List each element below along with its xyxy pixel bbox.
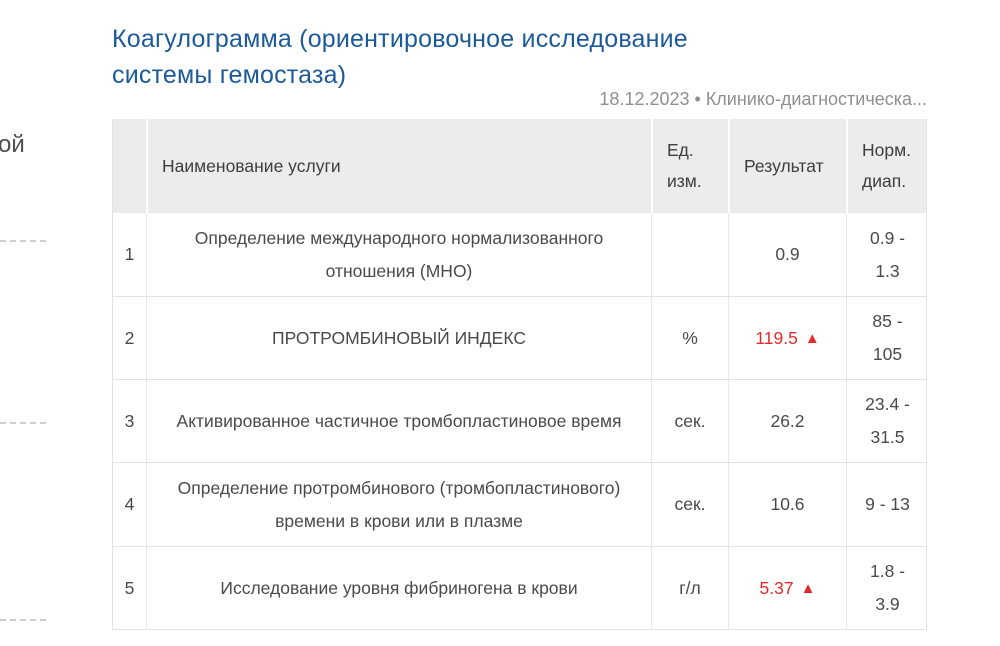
cell-service-name: Определение международного нормализованн…: [146, 213, 651, 296]
page-title: Коагулограмма (ориентировочное исследова…: [112, 25, 688, 89]
table-header-row: Наименование услуги Ед. изм. Результат Н…: [113, 119, 926, 213]
cell-reference-range: 1.8 - 3.9: [846, 547, 928, 629]
cell-service-name: Активированное частичное тромбопластинов…: [146, 380, 651, 462]
header-cell-unit: Ед. изм.: [651, 119, 728, 213]
left-dashed-divider: [0, 240, 46, 242]
result-value: 5.37: [759, 577, 794, 598]
result-value: 119.5: [755, 327, 798, 348]
cell-row-number: 2: [124, 327, 135, 348]
header-cell-result: Результат: [728, 119, 846, 213]
cell-unit: г/л: [651, 547, 728, 629]
high-value-icon: ▲: [804, 329, 820, 347]
table-row: 2 ПРОТРОМБИНОВЫЙ ИНДЕКС % 119.5 ▲ 85 - 1…: [113, 297, 926, 380]
cell-reference-range: 85 - 105: [846, 297, 928, 379]
table-row: 4 Определение протромбинового (тромбопла…: [113, 463, 926, 547]
header-cell-reference-range: Норм. диап.: [846, 119, 928, 213]
cell-row-number: 5: [124, 577, 135, 598]
table-row: 3 Активированное частичное тромбопластин…: [113, 380, 926, 463]
table-row: 1 Определение международного нормализова…: [113, 213, 926, 297]
cell-result: 10.6: [728, 463, 846, 546]
cell-reference-range: 9 - 13: [846, 463, 928, 546]
result-value: 10.6: [770, 494, 805, 514]
cell-unit: [651, 213, 728, 296]
header-cell-number: [113, 119, 146, 213]
cell-service-name: Определение протромбинового (тромбопласт…: [146, 463, 651, 546]
cell-unit: сек.: [651, 463, 728, 546]
clipped-underlying-text: ой: [0, 131, 25, 158]
high-value-icon: ▲: [800, 579, 816, 597]
result-value: 26.2: [770, 410, 805, 431]
report-date-and-lab: 18.12.2023 • Клинико-диагностическа...: [599, 89, 927, 109]
cell-result: 26.2: [728, 380, 846, 462]
cell-reference-range: 0.9 - 1.3: [846, 213, 928, 296]
result-value: 0.9: [775, 244, 800, 264]
cell-result: 5.37 ▲: [728, 547, 846, 629]
cell-unit: сек.: [651, 380, 728, 462]
cell-result: 0.9: [728, 213, 846, 296]
table-row: 5 Исследование уровня фибриногена в кров…: [113, 547, 926, 630]
cell-service-name: Исследование уровня фибриногена в крови: [146, 547, 651, 629]
cell-service-name: ПРОТРОМБИНОВЫЙ ИНДЕКС: [146, 297, 651, 379]
cell-unit: %: [651, 297, 728, 379]
cell-row-number: 4: [124, 494, 135, 514]
cell-reference-range: 23.4 - 31.5: [846, 380, 928, 462]
results-table: Наименование услуги Ед. изм. Результат Н…: [112, 119, 927, 630]
cell-row-number: 3: [124, 410, 135, 431]
left-dashed-divider: [0, 422, 46, 424]
cell-result: 119.5 ▲: [728, 297, 846, 379]
cell-row-number: 1: [124, 244, 135, 264]
table-body: 1 Определение международного нормализова…: [113, 213, 926, 630]
left-dashed-divider: [0, 619, 46, 621]
header-cell-service-name: Наименование услуги: [146, 119, 651, 213]
